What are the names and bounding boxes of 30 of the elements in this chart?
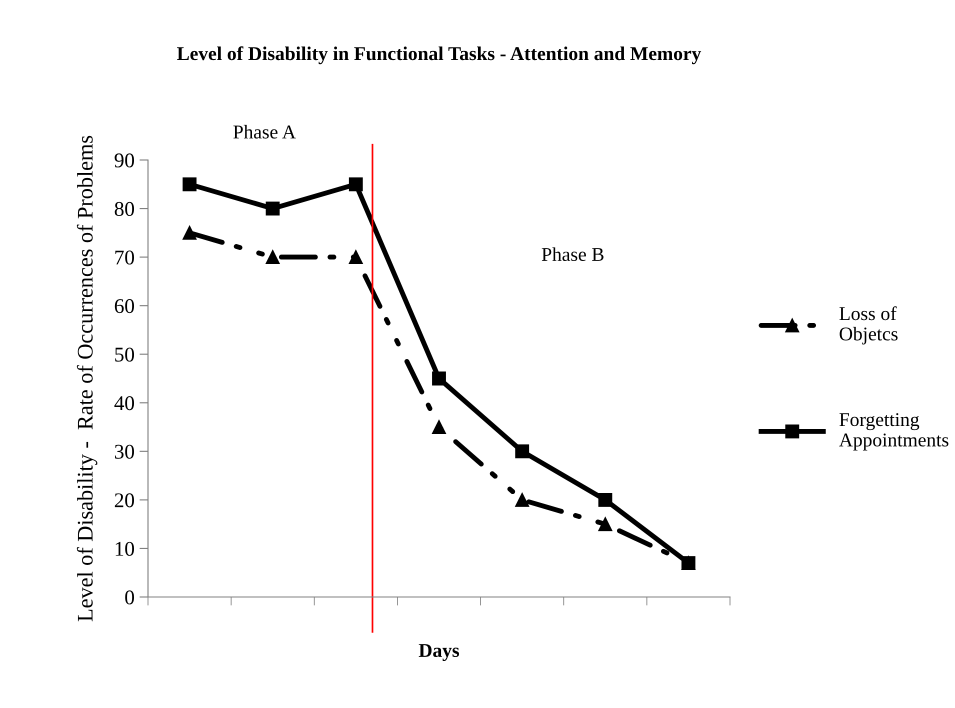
y-tick-label: 20 <box>114 493 134 508</box>
point <box>182 177 197 192</box>
point <box>515 444 530 458</box>
point <box>432 420 446 434</box>
point <box>266 202 280 216</box>
y-tick-label: 40 <box>114 396 134 410</box>
y-tick-label: 60 <box>114 299 134 314</box>
legend-label: Forgetting Appointments <box>839 413 948 450</box>
point <box>348 250 363 264</box>
chart-title: Level of Disability in Functional Tasks - Attention and Memory <box>177 46 702 64</box>
y-tick-label: 10 <box>116 542 134 556</box>
point <box>598 492 612 507</box>
point <box>182 226 197 240</box>
legend-label: Loss of Objetcs <box>839 306 898 344</box>
y-tick-label: 50 <box>115 348 134 362</box>
annotation: Phase B <box>542 247 604 262</box>
y-tick-label: 70 <box>115 250 134 265</box>
point <box>348 177 363 192</box>
y-tick-label: 90 <box>114 153 134 168</box>
point <box>266 250 280 264</box>
y-tick-label: 30 <box>114 444 134 459</box>
point <box>681 556 696 570</box>
y-axis-title: Level of Disability - Rate of Occurrences of Problems <box>76 136 98 622</box>
x-axis-title: Days <box>418 644 460 662</box>
point <box>598 517 612 532</box>
point <box>515 492 530 507</box>
y-tick-label: 80 <box>114 202 134 216</box>
point <box>432 372 446 386</box>
y-tick-label: 0 <box>125 590 134 604</box>
text: Phase A <box>233 124 296 139</box>
